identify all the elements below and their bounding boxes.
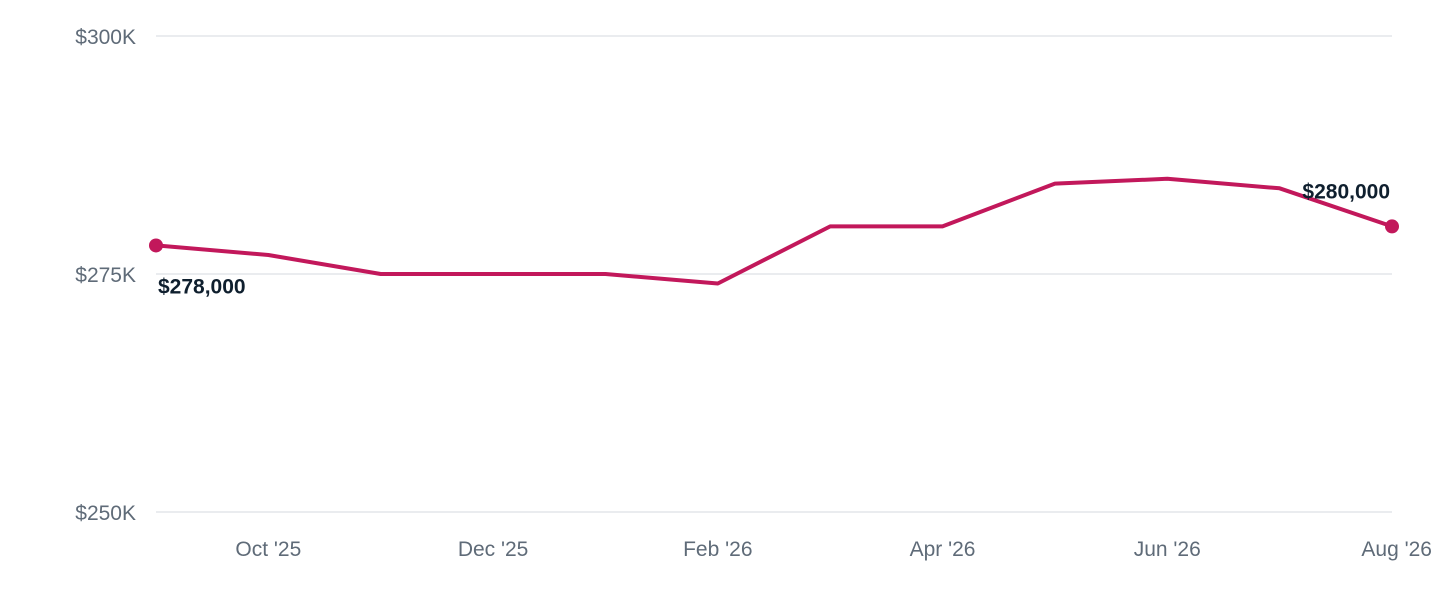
x-tick-label: Jun '26 (1134, 538, 1201, 561)
y-tick-label: $275K (75, 264, 136, 287)
x-tick-label: Dec '25 (458, 538, 529, 561)
series-line (154, 176, 1394, 286)
x-axis: Oct '25 Dec '25 Feb '26 Apr '26 Jun '26 Aug '… (235, 538, 1432, 561)
data-label: $278,000 (158, 275, 246, 298)
series-layer (149, 176, 1399, 286)
x-tick-label: Feb '26 (683, 538, 752, 561)
data-point[interactable] (149, 238, 163, 253)
data-label: $280,000 (1302, 180, 1390, 203)
grid-layer (156, 35, 1392, 513)
y-axis: $300K $275K $250K (75, 26, 136, 525)
x-tick-label: Aug '26 (1361, 538, 1432, 561)
data-label-layer: $278,000 $280,000 (158, 180, 1390, 298)
y-tick-label: $300K (75, 26, 136, 49)
x-tick-label: Apr '26 (910, 538, 976, 561)
data-point[interactable] (1385, 219, 1399, 234)
x-tick-label: Oct '25 (235, 538, 301, 561)
y-tick-label: $250K (75, 502, 136, 525)
